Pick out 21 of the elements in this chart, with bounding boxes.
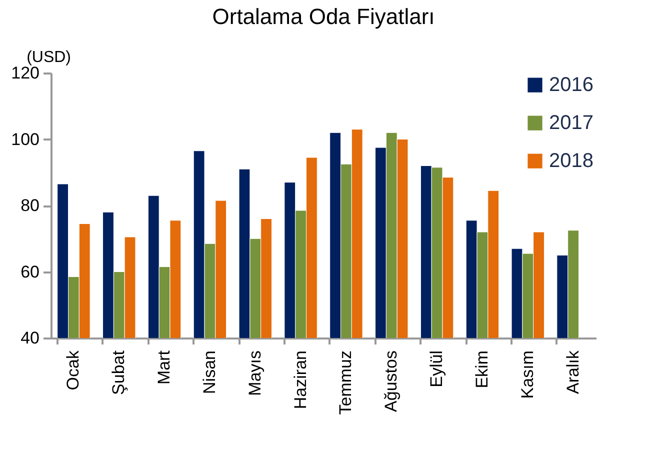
chart-title: Ortalama Oda Fiyatları bbox=[212, 4, 435, 29]
y-tick-label: 80 bbox=[20, 196, 40, 215]
y-tick-label: 40 bbox=[20, 328, 40, 348]
legend-label: 2017 bbox=[549, 112, 594, 134]
x-tick-label: Temmuz bbox=[336, 350, 356, 415]
x-tick-label: Nisan bbox=[200, 350, 219, 394]
y-tick-label: 60 bbox=[20, 262, 40, 282]
x-tick-label: Ekim bbox=[472, 350, 492, 388]
x-tick-label: Kasım bbox=[518, 350, 537, 399]
y-tick-label: 100 bbox=[11, 130, 40, 149]
x-tick-label: Şubat bbox=[109, 350, 128, 395]
y-axis-title: (USD) bbox=[26, 49, 71, 66]
x-tick-label: Ağustos bbox=[382, 350, 401, 412]
x-tick-label: Eylül bbox=[427, 350, 446, 388]
x-tick-label: Haziran bbox=[290, 350, 310, 410]
legend-label: 2018 bbox=[549, 150, 594, 172]
x-tick-label: Mart bbox=[154, 350, 174, 384]
x-tick-label: Aralık bbox=[563, 350, 582, 394]
x-tick-label: Mayıs bbox=[245, 350, 264, 396]
x-tick-label: Ocak bbox=[64, 350, 83, 390]
legend-label: 2016 bbox=[549, 74, 594, 96]
